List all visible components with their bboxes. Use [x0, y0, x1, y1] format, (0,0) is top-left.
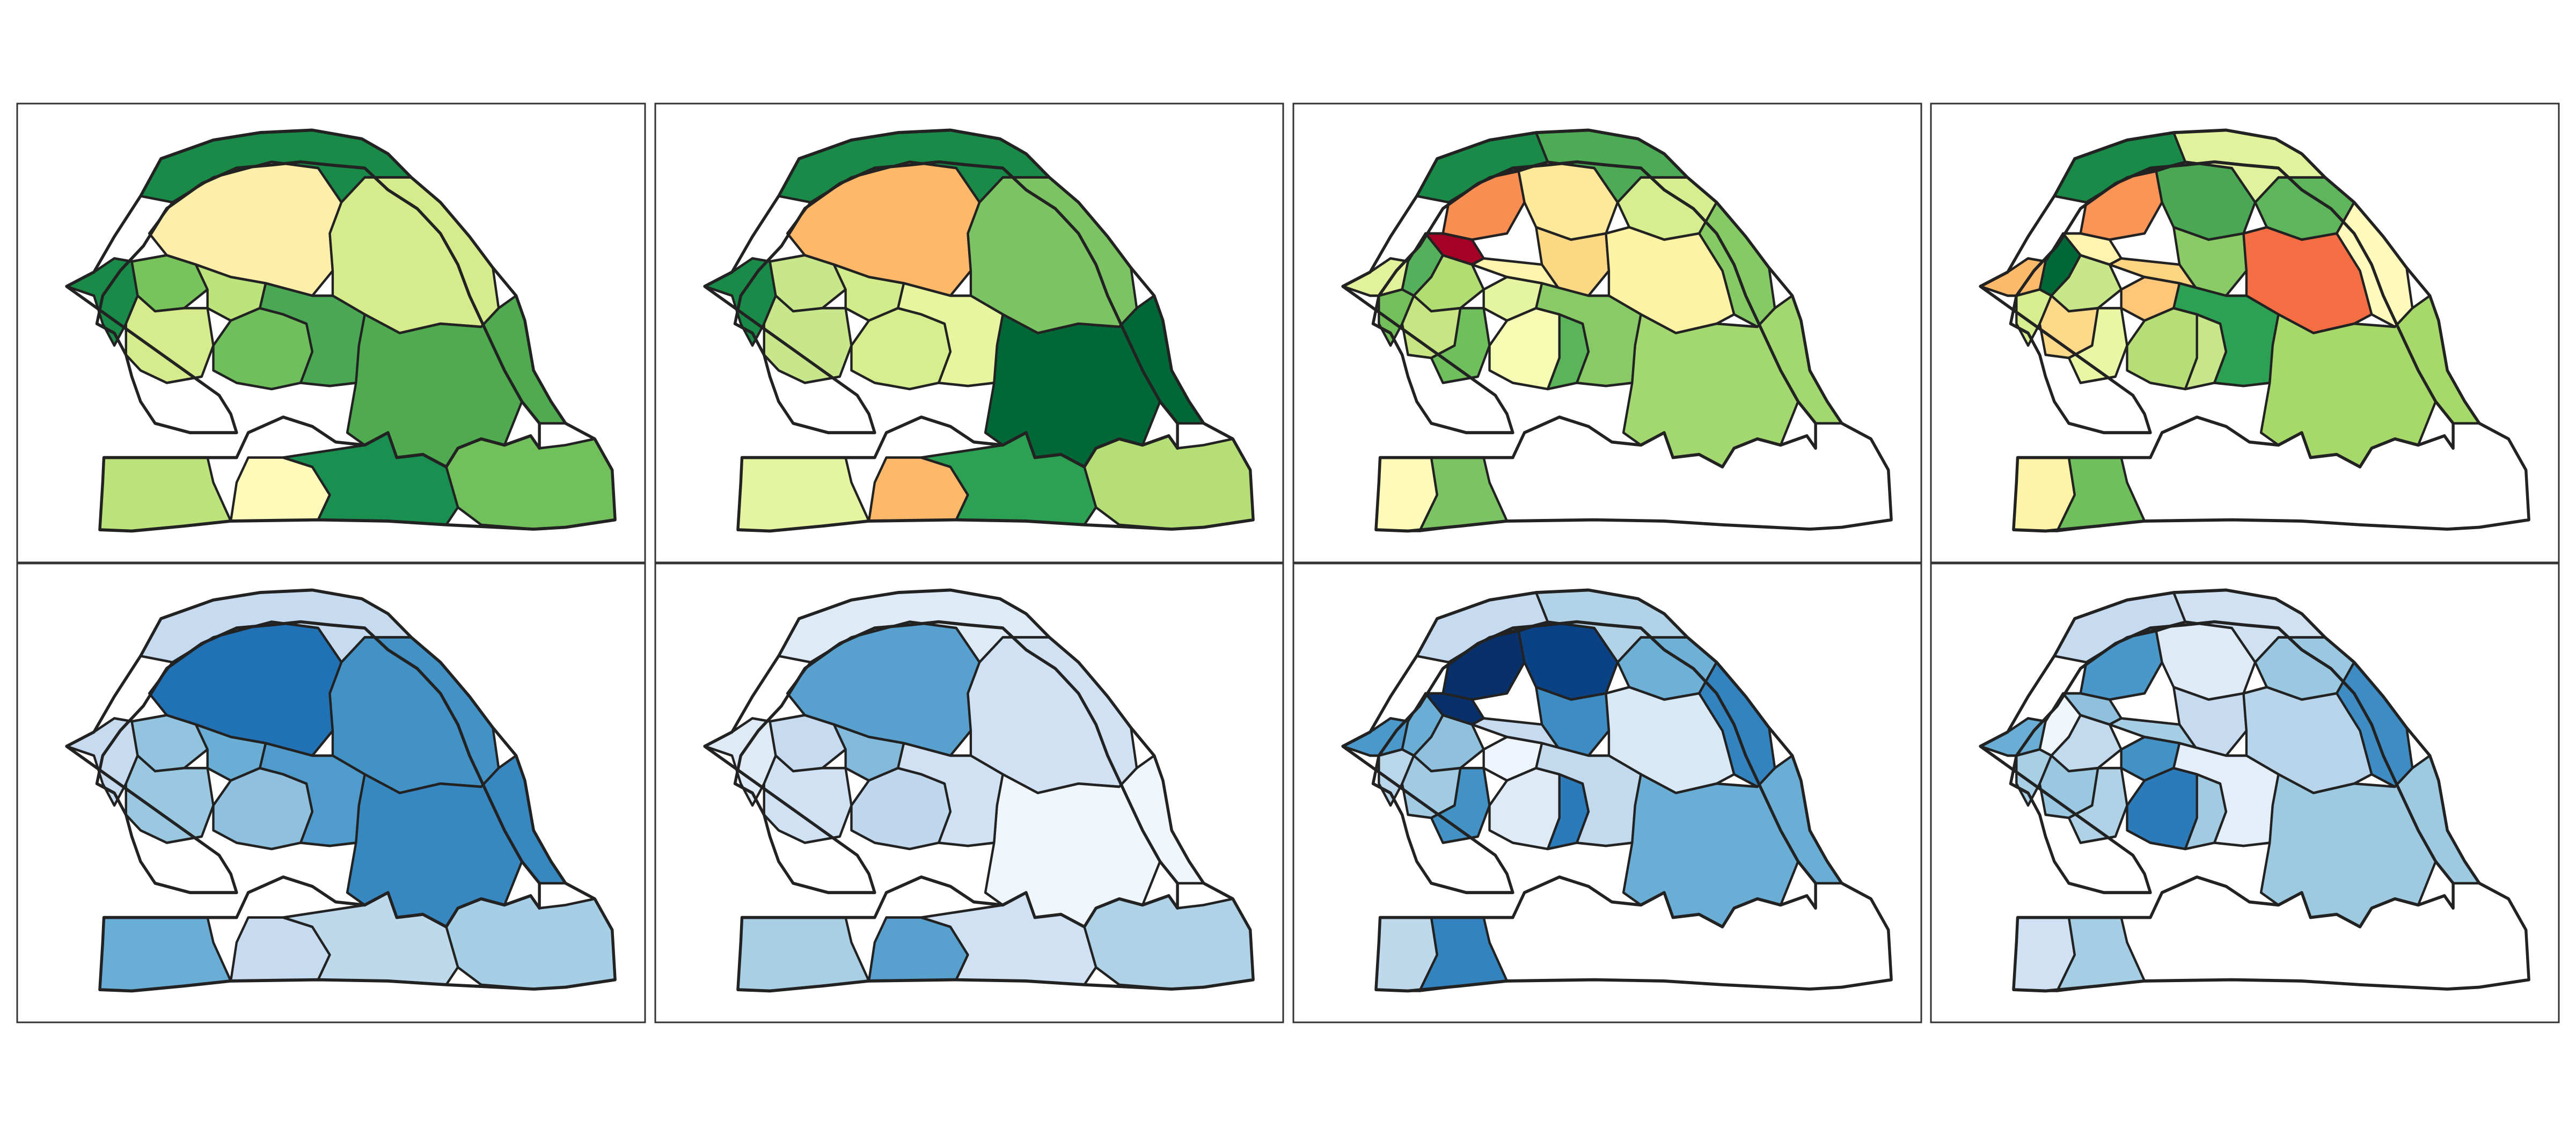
- map-panel-r1-c2: [1292, 562, 1922, 1023]
- map-region: [98, 456, 232, 532]
- map-region: [445, 894, 617, 991]
- map-region: [2067, 766, 2128, 844]
- map-region: [98, 916, 232, 992]
- map-region: [445, 434, 617, 531]
- country-outline: [65, 588, 617, 993]
- map-region: [259, 282, 366, 387]
- choropleth-map: [703, 128, 1255, 533]
- country-outline: [1979, 588, 2530, 993]
- map-region: [984, 754, 1205, 928]
- map-panel-r0-c0: [16, 103, 646, 564]
- map-region: [125, 754, 215, 844]
- map-region: [2067, 306, 2128, 384]
- map-region: [259, 742, 366, 847]
- choropleth-map: [1341, 128, 1893, 533]
- choropleth-map: [1979, 128, 2530, 533]
- map-region: [736, 456, 870, 532]
- choropleth-map: [65, 128, 617, 533]
- map-panel-r1-c0: [16, 562, 646, 1023]
- country-outline: [1979, 128, 2530, 533]
- map-region: [984, 294, 1205, 469]
- choropleth-map: [703, 588, 1255, 993]
- map-region: [897, 742, 1004, 847]
- map-panel-r0-c1: [654, 103, 1284, 564]
- country-outline: [65, 128, 617, 533]
- map-region: [1430, 306, 1491, 384]
- map-panel-r0-c2: [1292, 103, 1922, 564]
- map-region: [1622, 754, 1843, 928]
- map-region: [1083, 434, 1255, 531]
- map-panels: [16, 103, 2560, 1023]
- choropleth-map: [1341, 588, 1893, 993]
- choropleth-map: [1979, 588, 2530, 993]
- map-region: [897, 282, 1004, 387]
- map-region: [2259, 754, 2481, 928]
- map-panel-r1-c1: [654, 562, 1284, 1023]
- map-region: [346, 294, 567, 469]
- map-region: [763, 294, 853, 384]
- map-region: [1430, 766, 1491, 844]
- map-region: [125, 294, 215, 384]
- map-region: [736, 916, 870, 992]
- choropleth-map: [65, 588, 617, 993]
- country-outline: [1341, 588, 1893, 993]
- map-region: [763, 754, 853, 844]
- map-region: [346, 754, 567, 928]
- country-outline: [703, 588, 1255, 993]
- map-region: [2259, 294, 2481, 469]
- map-panel-r0-c3: [1930, 103, 2560, 564]
- map-region: [1083, 894, 1255, 991]
- country-outline: [1341, 128, 1893, 533]
- country-outline: [703, 128, 1255, 533]
- map-region: [1622, 294, 1843, 469]
- map-panel-r1-c3: [1930, 562, 2560, 1023]
